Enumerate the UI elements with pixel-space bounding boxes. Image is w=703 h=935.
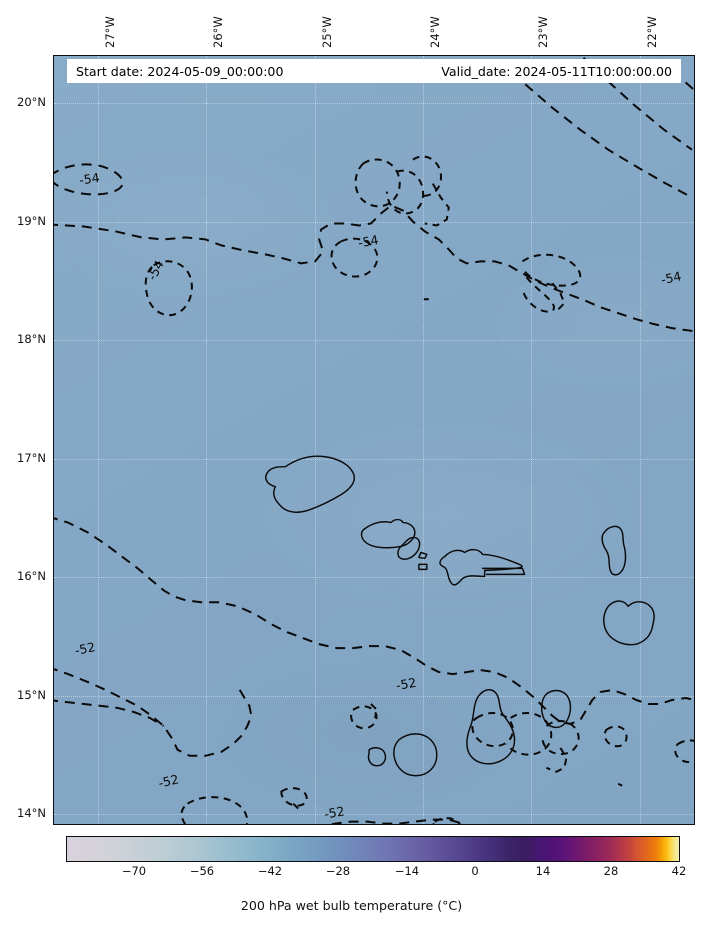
coastline-santa-luzia <box>397 536 421 560</box>
contour-line-minus54 <box>54 204 694 333</box>
contour-line-minus54 <box>580 56 693 151</box>
coastline-sao-nicolau <box>439 548 523 586</box>
coastline-fogo <box>393 733 438 777</box>
contour-line-minus52 <box>280 787 308 807</box>
contour-line-minus52 <box>54 517 694 725</box>
contour-line-minus54 <box>354 158 401 208</box>
colorbar <box>66 836 680 862</box>
ytick-label-4: 16°N <box>17 569 46 583</box>
colorbar-tick-6: 14 <box>535 864 551 878</box>
colorbar-tick-1: −56 <box>189 864 215 878</box>
contour-label: -52 <box>73 639 96 658</box>
contour-line-minus54 <box>551 282 566 310</box>
ytick-label-1: 19°N <box>17 214 46 228</box>
map-overlay-layer: -54 -54 -54 -54 -52 -52 -52 -52 <box>54 56 694 824</box>
ytick-label-3: 17°N <box>17 451 46 465</box>
wet-bulb-temperature-field <box>54 56 694 824</box>
contour-label: -52 <box>395 675 418 693</box>
coastline-brava <box>367 747 387 767</box>
contour-line-minus52 <box>292 802 300 811</box>
coastline-santo-antao <box>265 455 355 513</box>
colorbar-tick-0: −70 <box>121 864 147 878</box>
contour-line-minus54 <box>412 155 442 197</box>
contour-line-minus54 <box>521 253 582 287</box>
contour-line-minus52 <box>350 705 378 730</box>
gridline-lat-19 <box>54 222 694 223</box>
coastline-santiago <box>466 689 516 765</box>
colorbar-tick-4: −14 <box>394 864 420 878</box>
colorbar-tick-7: 28 <box>603 864 619 878</box>
contour-line-minus54 <box>54 163 124 196</box>
colorbar-axis-label: 200 hPa wet bulb temperature (°C) <box>240 898 463 913</box>
contour-label-group: -54 -54 -54 -54 -52 -52 -52 -52 <box>73 170 682 822</box>
contour-line-minus52 <box>54 699 165 727</box>
gridline-lat-17 <box>54 459 694 460</box>
gridline-lat-16 <box>54 577 694 578</box>
gridline-lon-25 <box>315 56 316 824</box>
xtick-label-1: 26°W <box>211 16 225 48</box>
gridline-lat-15 <box>54 696 694 697</box>
contour-line-minus52 <box>617 782 623 787</box>
contour-line-minus52 <box>370 703 379 719</box>
contour-line-minus54 <box>144 260 193 317</box>
xtick-label-5: 22°W <box>645 16 659 48</box>
contour-line-minus54 <box>495 56 693 199</box>
coastline-sao-vicente <box>360 518 416 549</box>
colorbar-tick-2: −42 <box>257 864 283 878</box>
coastline-ilheu-branco <box>418 551 428 560</box>
ytick-label-5: 15°N <box>17 688 46 702</box>
xtick-label-0: 27°W <box>103 16 117 48</box>
contour-line-minus52 <box>674 739 694 764</box>
date-info-box: Start date: 2024-05-09_00:00:00 Valid_da… <box>67 59 681 83</box>
gridline-lon-24 <box>423 56 424 824</box>
gridline-lon-23 <box>531 56 532 824</box>
contour-line-minus52 <box>603 725 628 748</box>
coastline-boa-vista <box>603 600 655 646</box>
gridline-lon-26 <box>206 56 207 824</box>
contour-line-minus54 <box>385 169 425 215</box>
gridline-lon-22 <box>640 56 641 824</box>
ytick-label-2: 18°N <box>17 332 46 346</box>
contour-label: -54 <box>144 258 167 283</box>
coastline-sao-nicolau-tail <box>481 567 526 576</box>
gridline-lat-20 <box>54 103 694 104</box>
colorbar-tick-3: −28 <box>325 864 351 878</box>
contour-label: -52 <box>157 771 180 790</box>
contour-line-minus54 <box>424 183 450 227</box>
map-plot-area: -54 -54 -54 -54 -52 -52 -52 -52 <box>53 55 695 825</box>
contour-label: -52 <box>323 803 346 821</box>
gridline-lon-27 <box>98 56 99 824</box>
contour-label: -54 <box>78 170 100 188</box>
xtick-label-2: 25°W <box>320 16 334 48</box>
valid-date-text: Valid_date: 2024-05-11T10:00:00.00 <box>441 63 672 79</box>
contour-line-minus54 <box>521 276 555 313</box>
contour-line-minus52 <box>541 720 580 756</box>
contour-line-minus54 <box>330 237 379 278</box>
xtick-label-3: 24°W <box>428 16 442 48</box>
contour-line-minus52 <box>54 668 253 757</box>
ytick-label-6: 14°N <box>17 806 46 820</box>
colorbar-tick-8: 42 <box>671 864 687 878</box>
contour-label: -54 <box>357 232 380 250</box>
colorbar-gradient <box>67 837 679 861</box>
contour-label: -54 <box>660 268 683 287</box>
gridline-lat-14 <box>54 814 694 815</box>
ytick-label-0: 20°N <box>17 95 46 109</box>
coastline-maio <box>540 689 572 729</box>
colorbar-tick-5: 0 <box>471 864 479 878</box>
start-date-text: Start date: 2024-05-09_00:00:00 <box>76 63 284 79</box>
contour-line-minus52 <box>471 712 514 748</box>
xtick-label-4: 23°W <box>536 16 550 48</box>
coastline-ilheu-raso <box>418 563 428 571</box>
coastline-sal <box>601 525 627 576</box>
gridline-lat-18 <box>54 340 694 341</box>
contour-line-minus52 <box>180 796 249 824</box>
contour-line-minus52 <box>432 817 461 824</box>
